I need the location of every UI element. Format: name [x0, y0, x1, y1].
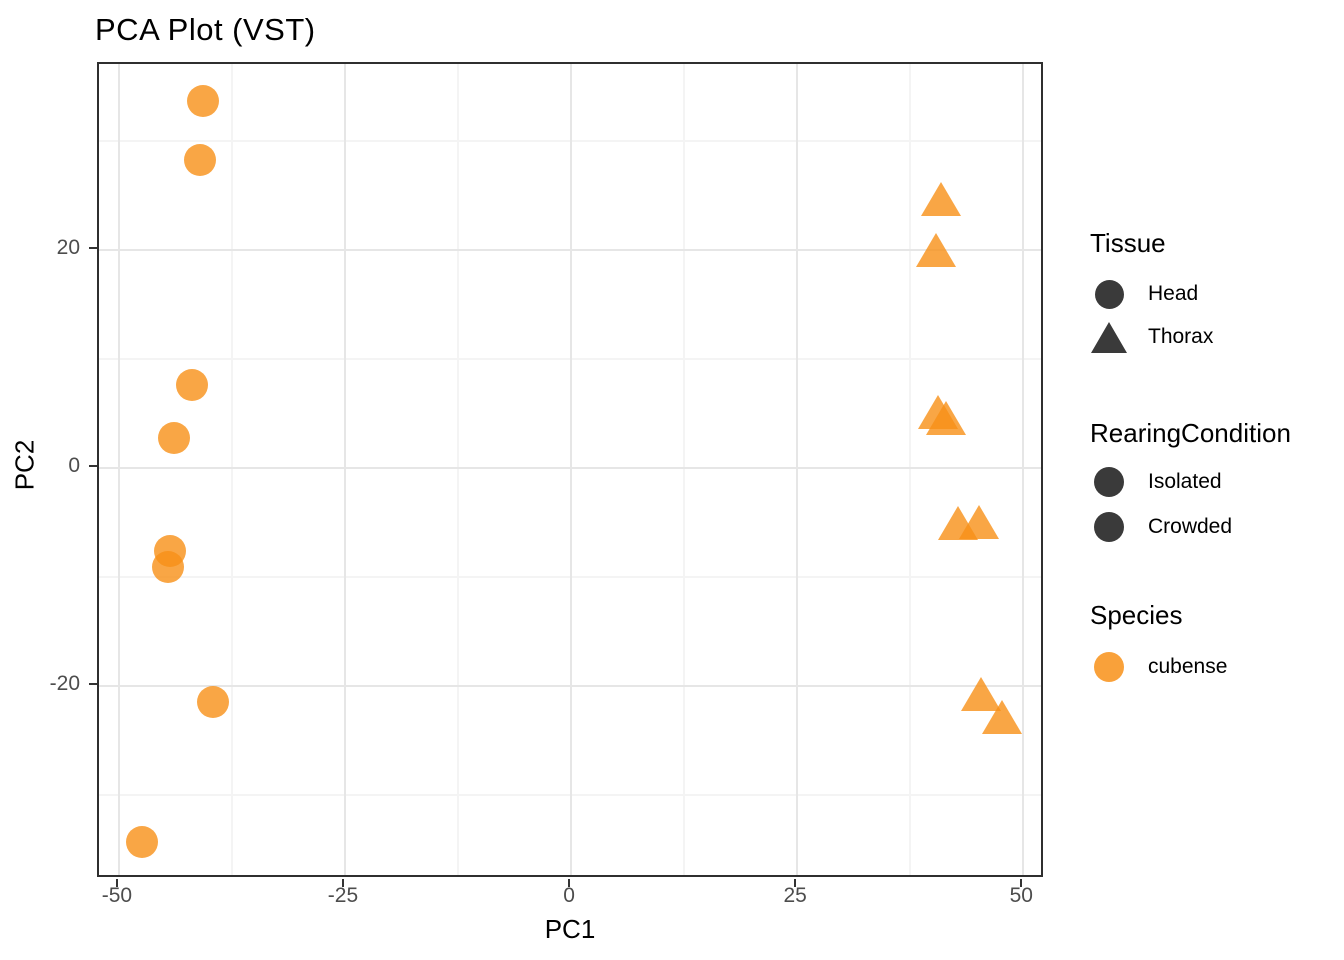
y-axis-tick-label: 20 — [56, 236, 80, 260]
legend-item-label: Head — [1148, 282, 1199, 305]
data-point-head — [187, 85, 219, 118]
x-axis-tick-mark — [1020, 879, 1023, 887]
x-axis-tick-label: 25 — [783, 884, 807, 907]
legend: Tissue Head Thorax RearingCondition Isol… — [1060, 0, 1344, 960]
x-axis-tick-label: 50 — [1009, 884, 1033, 907]
gridline-y-minor — [99, 794, 1041, 797]
data-point-thorax — [925, 401, 966, 436]
head-circle-icon — [1086, 273, 1132, 315]
gridline-x-minor — [683, 64, 686, 875]
gridline-y-minor — [99, 576, 1041, 579]
data-point-head — [176, 369, 209, 402]
plot-panel — [97, 62, 1043, 877]
legend-title-species: Species — [1090, 600, 1183, 630]
crowded-circle-icon — [1086, 506, 1132, 548]
legend-title-tissue: Tissue — [1090, 228, 1166, 258]
y-axis-tick-mark — [89, 465, 97, 468]
y-axis-tick-label: 0 — [68, 454, 80, 478]
x-axis-tick-mark — [341, 879, 344, 887]
legend-item-cubense: cubense — [1086, 646, 1227, 688]
legend-item-label: Isolated — [1148, 470, 1222, 493]
gridline-x-major — [796, 64, 799, 875]
data-point-thorax — [920, 182, 961, 217]
gridline-x-minor — [909, 64, 912, 875]
y-axis-tick-mark — [89, 247, 97, 250]
legend-item-isolated: Isolated — [1086, 461, 1222, 503]
legend-item-label: cubense — [1148, 655, 1228, 678]
x-axis-tick-label: -25 — [327, 884, 359, 907]
gridline-y-major — [99, 685, 1041, 688]
x-axis-tick-mark — [794, 879, 797, 887]
x-axis-tick-mark — [115, 879, 118, 887]
x-axis-title: PC1 — [544, 914, 596, 944]
legend-item-crowded: Crowded — [1086, 506, 1232, 548]
data-point-thorax — [982, 699, 1023, 734]
thorax-triangle-icon — [1086, 316, 1132, 358]
gridline-x-major — [117, 64, 120, 875]
legend-title-rearing-condition: RearingCondition — [1090, 418, 1291, 448]
x-axis-tick-mark — [568, 879, 571, 887]
data-point-head — [196, 686, 229, 719]
gridline-x-major — [343, 64, 346, 875]
gridline-y-major — [99, 467, 1041, 470]
gridline-x-major — [570, 64, 573, 875]
cubense-circle-icon — [1086, 646, 1132, 688]
y-axis-tick-label: -20 — [49, 672, 80, 696]
data-point-head — [184, 143, 217, 176]
legend-item-label: Crowded — [1148, 515, 1233, 538]
plot-title: PCA Plot (VST) — [95, 12, 316, 47]
gridline-y-minor — [99, 140, 1041, 143]
data-point-head — [151, 551, 184, 584]
y-axis-tick-mark — [89, 683, 97, 686]
legend-item-label: Thorax — [1148, 325, 1214, 348]
gridline-y-minor — [99, 358, 1041, 361]
data-point-head — [158, 421, 191, 454]
x-axis-tick-label: -50 — [101, 884, 133, 907]
data-point-thorax — [915, 233, 956, 268]
data-point-thorax — [958, 504, 999, 539]
y-axis-title: PC2 — [9, 439, 40, 491]
legend-item-head: Head — [1086, 273, 1198, 315]
gridline-y-major — [99, 249, 1041, 252]
x-axis-tick-label: 0 — [563, 884, 575, 907]
gridline-x-minor — [230, 64, 233, 875]
data-point-head — [125, 825, 158, 858]
isolated-circle-icon — [1086, 461, 1132, 503]
legend-item-thorax: Thorax — [1086, 316, 1213, 358]
gridline-x-minor — [457, 64, 460, 875]
gridline-x-major — [1022, 64, 1025, 875]
